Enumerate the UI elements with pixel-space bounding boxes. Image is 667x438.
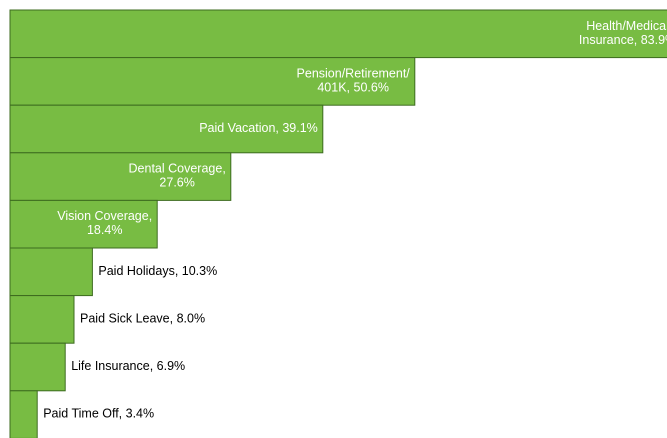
data-label: Pension/Retirement/401K, 50.6% bbox=[297, 67, 411, 95]
data-label: Health/Medical Insurance, 83.9% bbox=[579, 19, 667, 47]
data-label: Paid Sick Leave, 8.0% bbox=[80, 312, 205, 326]
bar bbox=[9, 104, 324, 154]
label-line: Paid Vacation, 39.1% bbox=[199, 121, 318, 135]
bar bbox=[9, 9, 667, 59]
bar bbox=[9, 152, 232, 201]
bar bbox=[9, 295, 75, 344]
label-line: 27.6% bbox=[159, 176, 194, 190]
bar bbox=[9, 199, 158, 249]
label-line: Life Insurance, 6.9% bbox=[71, 359, 185, 373]
label-line: Paid Time Off, 3.4% bbox=[43, 407, 154, 421]
label-line: Health/Medical bbox=[586, 19, 667, 33]
label-line: Dental Coverage, bbox=[129, 162, 226, 176]
data-label: Life Insurance, 6.9% bbox=[71, 359, 185, 373]
label-line: Insurance, 83.9% bbox=[579, 33, 667, 47]
data-label: Vision Coverage, 18.4% bbox=[57, 209, 152, 237]
label-line: Pension/Retirement/ bbox=[297, 67, 411, 81]
bar bbox=[9, 247, 93, 297]
label-line: 401K, 50.6% bbox=[317, 81, 389, 95]
bar bbox=[9, 390, 38, 438]
bar bbox=[9, 57, 416, 106]
label-line: 18.4% bbox=[87, 223, 122, 237]
label-line: Paid Holidays, 10.3% bbox=[98, 264, 217, 278]
label-line: Vision Coverage, bbox=[57, 209, 152, 223]
data-label: Paid Time Off, 3.4% bbox=[43, 407, 154, 421]
bar bbox=[9, 342, 66, 392]
data-label: Paid Holidays, 10.3% bbox=[98, 264, 217, 278]
data-label: Dental Coverage, 27.6% bbox=[129, 162, 226, 190]
label-line: Paid Sick Leave, 8.0% bbox=[80, 312, 205, 326]
data-label: Paid Vacation, 39.1% bbox=[199, 121, 318, 135]
